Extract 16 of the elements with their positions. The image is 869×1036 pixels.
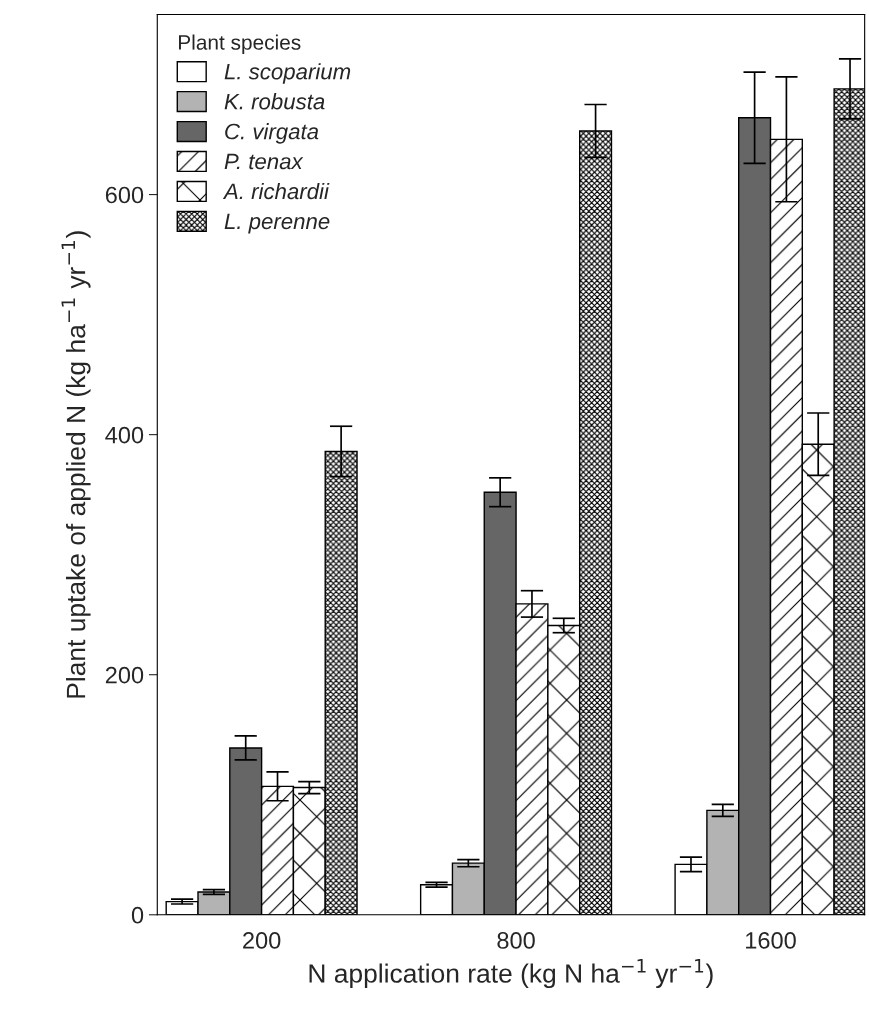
- legend-label: L. scoparium: [224, 63, 351, 84]
- y-tick-label: 400: [105, 426, 144, 444]
- x-tick-label: 800: [497, 932, 535, 949]
- x-tick-label: 200: [243, 932, 281, 949]
- legend-label: A. richardii: [222, 182, 330, 200]
- legend-label: C. virgata: [225, 123, 319, 144]
- y-tick-label: 600: [105, 186, 144, 204]
- legend-label: L. perenne: [224, 213, 330, 234]
- y-axis-title: Plant uptake of applied N (kg ha$^{−1}$ yr$^{−1}$): [61, 231, 91, 698]
- x-axis-title: N application rate (kg N ha$^{−1}$ yr$^{−1}$): [309, 959, 713, 989]
- legend-label: P. tenax: [224, 153, 304, 170]
- legend-label: K. robusta: [224, 93, 325, 110]
- y-tick-label: 0: [131, 906, 144, 924]
- y-tick-label: 200: [105, 666, 144, 684]
- legend-title: Plant species: [179, 34, 301, 54]
- x-tick-label: 1600: [746, 932, 796, 949]
